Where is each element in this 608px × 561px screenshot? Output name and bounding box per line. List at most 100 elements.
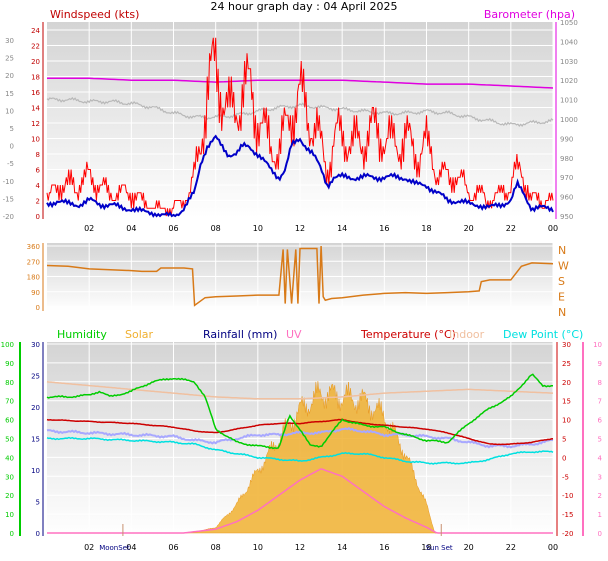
rainfall-y-tick-label: 15 — [31, 436, 40, 444]
wind-y-tick-label: 2 — [36, 198, 40, 206]
rainfall-axis-title: Rainfall (mm) — [203, 328, 277, 341]
humidity-y-tick-label: 20 — [5, 492, 14, 500]
wind-y-tick-label: 0 — [36, 213, 40, 221]
humidity-y-tick-label: 70 — [5, 398, 14, 406]
barometer-y-tick-label: 1050 — [560, 19, 578, 27]
uv-axis-title: UV — [286, 328, 302, 341]
barometer-y-tick-label: 1010 — [560, 97, 578, 105]
direction-compass-label: W — [558, 260, 569, 273]
uv-y-tick-label: 8 — [598, 379, 602, 387]
wind-y-tick-label: 10 — [31, 136, 40, 144]
uv-y-tick-label: 10 — [593, 341, 602, 349]
climate-x-tick-label: 12 — [295, 543, 305, 552]
barometer-y-tick-label: 990 — [560, 135, 573, 143]
uv-y-tick-label: 1 — [598, 511, 602, 519]
barometer-y-tick-label: 1030 — [560, 58, 578, 66]
wind-x-tick-label: 06 — [168, 224, 178, 233]
climate-x-tick-label: 10 — [253, 543, 263, 552]
temperature-axis-title: Temperature (°C) — [360, 328, 456, 341]
rainfall-y-tick-label: 20 — [31, 404, 40, 412]
humidity-y-tick-label: 50 — [5, 436, 14, 444]
barometer-axis-title: Barometer (hpa) — [484, 8, 575, 21]
humidity-y-tick-label: 30 — [5, 473, 14, 481]
sunset-marker: Sun Set — [426, 544, 453, 552]
feels-like-line — [46, 427, 554, 449]
temperature-y-tick-label: 25 — [562, 360, 571, 368]
barometer-y-tick-label: 1020 — [560, 77, 578, 85]
wind-x-tick-label: 18 — [421, 224, 431, 233]
wind-far-left-tick-label: 5 — [10, 125, 14, 133]
temperature-y-tick-label: 15 — [562, 398, 571, 406]
indoor-temperature-line — [46, 381, 553, 400]
uv-y-tick-label: 7 — [598, 398, 602, 406]
barometer-y-tick-label: 960 — [560, 194, 573, 202]
wind-direction-line — [46, 245, 554, 307]
climate-x-tick-label: 06 — [168, 543, 178, 552]
wind-x-tick-label: 16 — [379, 224, 389, 233]
wind-far-left-tick-label: 25 — [5, 55, 14, 63]
uv-y-tick-label: 2 — [598, 492, 602, 500]
climate-x-tick-label: 00 — [548, 543, 558, 552]
rainfall-y-tick-label: 25 — [31, 373, 40, 381]
windspeed-axis-title: Windspeed (kts) — [50, 8, 139, 21]
uv-line — [47, 468, 553, 534]
barometer-y-tick-label: 1040 — [560, 38, 578, 46]
direction-y-tick-label: 0 — [36, 304, 40, 312]
wind-x-tick-label: 02 — [84, 224, 94, 233]
wind-x-tick-label: 14 — [337, 224, 347, 233]
wind-far-left-tick-label: -15 — [3, 195, 14, 203]
uv-y-tick-label: 9 — [598, 360, 602, 368]
temperature-y-tick-label: 0 — [562, 454, 566, 462]
wind-y-tick-label: 22 — [31, 43, 40, 51]
wind-far-left-tick-label: 20 — [5, 72, 14, 80]
humidity-y-tick-label: 80 — [5, 379, 14, 387]
wind-y-tick-label: 6 — [36, 167, 41, 175]
temperature-y-tick-label: 30 — [562, 341, 571, 349]
dew-point-line — [46, 436, 554, 465]
uv-y-tick-label: 5 — [598, 436, 602, 444]
barometer-shadow-line — [46, 96, 554, 127]
wind-x-tick-label: 12 — [295, 224, 305, 233]
uv-y-tick-label: 6 — [598, 417, 603, 425]
windspeed-gust-line — [46, 37, 554, 217]
climate-x-tick-label: 08 — [211, 543, 221, 552]
wind-y-tick-label: 18 — [31, 74, 40, 82]
temperature-y-tick-label: -10 — [562, 492, 573, 500]
direction-compass-label: N — [558, 306, 566, 319]
moonset-marker: MoonSet — [99, 544, 130, 552]
wind-far-left-tick-label: 15 — [5, 90, 14, 98]
uv-y-tick-label: 3 — [598, 473, 602, 481]
rainfall-y-tick-label: 5 — [36, 499, 40, 507]
barometer-y-tick-label: 980 — [560, 155, 573, 163]
direction-compass-label: E — [558, 291, 565, 304]
temperature-y-tick-label: -5 — [562, 473, 569, 481]
climate-x-tick-label: 02 — [84, 543, 94, 552]
temperature-y-tick-label: 5 — [562, 436, 566, 444]
climate-x-tick-label: 22 — [506, 543, 516, 552]
climate-x-tick-label: 04 — [126, 543, 136, 552]
humidity-y-tick-label: 0 — [10, 530, 14, 538]
humidity-y-tick-label: 60 — [5, 417, 14, 425]
wind-y-tick-label: 8 — [36, 151, 40, 159]
wind-x-tick-label: 00 — [548, 224, 558, 233]
uv-y-tick-label: 4 — [598, 454, 603, 462]
rainfall-y-tick-label: 30 — [31, 341, 40, 349]
wind-y-tick-label: 4 — [36, 182, 41, 190]
direction-y-tick-label: 360 — [27, 243, 40, 251]
windspeed-average-line — [46, 134, 554, 218]
wind-far-left-tick-label: 0 — [10, 143, 14, 151]
wind-far-left-tick-label: 30 — [5, 37, 14, 45]
barometer-y-tick-label: 950 — [560, 213, 573, 221]
barometer-y-tick-label: 1000 — [560, 116, 578, 124]
wind-x-tick-label: 10 — [253, 224, 263, 233]
wind-y-tick-label: 16 — [31, 89, 40, 97]
wind-far-left-tick-label: 10 — [5, 107, 14, 115]
humidity-y-tick-label: 40 — [5, 454, 14, 462]
page-title: 24 hour graph day : 04 April 2025 — [210, 0, 398, 13]
indoor-axis-title: Indoor — [449, 328, 485, 341]
wind-far-left-tick-label: -20 — [3, 213, 14, 221]
wind-y-tick-label: 12 — [31, 120, 40, 128]
rainfall-y-tick-label: 10 — [31, 467, 40, 475]
climate-x-tick-label: 18 — [421, 543, 431, 552]
